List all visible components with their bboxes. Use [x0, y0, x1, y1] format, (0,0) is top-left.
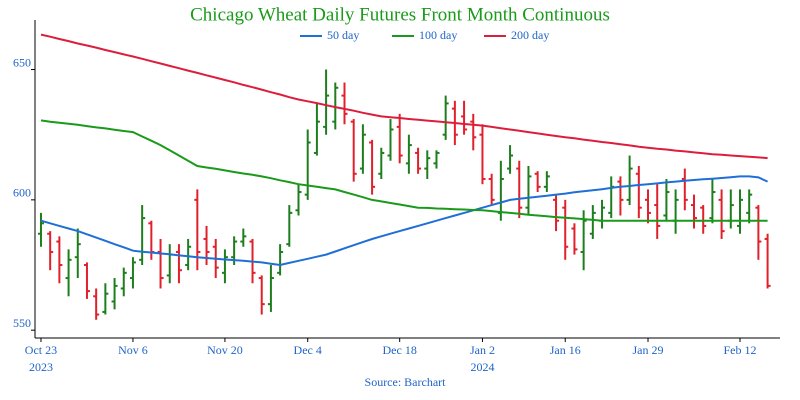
chart-title: Chicago Wheat Daily Futures Front Month …: [190, 4, 610, 25]
y-tick-label: 550: [13, 316, 31, 330]
x-tick-label: Feb 12: [723, 343, 757, 357]
x-tick-label: Jan 16: [549, 343, 581, 357]
y-tick-label: 600: [13, 186, 31, 200]
moving-average-line: [40, 119, 768, 222]
legend-label: 100 day: [419, 28, 457, 42]
x-tick-label: Dec 18: [382, 343, 417, 357]
source: Source: Barchart: [365, 375, 447, 389]
x-tick-label: Oct 23 2023: [24, 343, 58, 374]
x-tick-label: Nov 6: [118, 343, 148, 357]
y-tick-label: 650: [13, 55, 31, 69]
x-tick-label: Jan 29: [632, 343, 664, 357]
moving-average-line: [40, 175, 769, 267]
x-tick-label: Jan 2 2024: [469, 343, 495, 374]
legend-label: 200 day: [511, 28, 549, 42]
x-tick-label: Dec 4: [293, 343, 322, 357]
moving-average-line: [40, 33, 768, 160]
legend-label: 50 day: [327, 28, 359, 42]
x-tick-label: Nov 20: [207, 343, 243, 357]
